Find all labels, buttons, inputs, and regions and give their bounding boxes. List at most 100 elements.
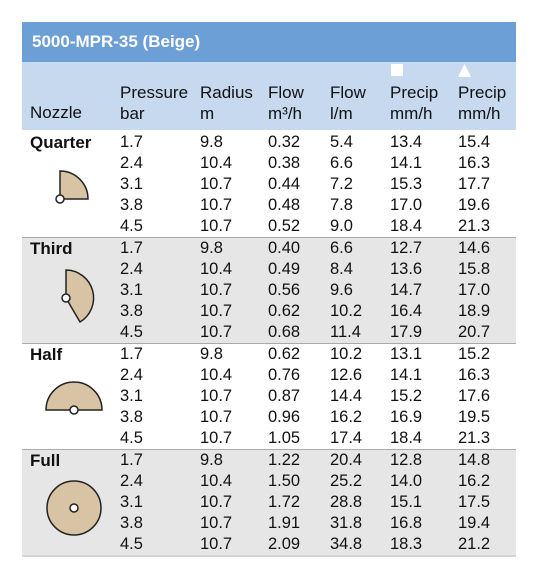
nozzle-name: Quarter xyxy=(30,133,92,152)
cell: 16.2 xyxy=(458,472,491,491)
cell: 16.3 xyxy=(458,154,491,173)
cell: 1.7 xyxy=(120,239,143,257)
cell: 10.2 xyxy=(330,345,363,363)
cell: 21.3 xyxy=(458,429,491,448)
cell: 13.6 xyxy=(390,260,423,279)
cell: 6.6 xyxy=(330,154,353,173)
cell: 10.7 xyxy=(200,493,233,512)
cell: 9.8 xyxy=(200,133,223,151)
cell: 4.5 xyxy=(120,429,143,448)
cell: 14.1 xyxy=(390,366,423,385)
cell: 7.2 xyxy=(330,175,353,194)
column-header: m³/h xyxy=(268,104,302,123)
cell: 18.9 xyxy=(458,302,491,321)
cell: 4.5 xyxy=(120,323,143,342)
cell: 3.8 xyxy=(120,302,143,321)
cell: 15.8 xyxy=(458,260,491,279)
cell: 19.5 xyxy=(458,408,491,427)
cell: 13.1 xyxy=(390,345,423,363)
cell: 1.7 xyxy=(120,451,143,469)
cell: 11.4 xyxy=(330,323,361,342)
cell: 10.7 xyxy=(200,408,233,427)
cell: 16.9 xyxy=(390,408,423,427)
cell: 10.4 xyxy=(200,260,233,279)
column-header: Flow xyxy=(330,83,366,102)
cell: 0.32 xyxy=(268,133,301,151)
cell: 16.4 xyxy=(390,302,423,321)
cell: 12.7 xyxy=(390,239,423,257)
cell: 10.2 xyxy=(330,302,363,321)
cell: 10.7 xyxy=(200,429,233,448)
cell: 1.22 xyxy=(268,451,301,469)
cell: 20.7 xyxy=(458,323,491,342)
nozzle-name: Full xyxy=(30,451,61,470)
cell: 12.8 xyxy=(390,451,423,469)
column-header: Precip xyxy=(390,83,439,102)
nozzle-name: Third xyxy=(30,239,73,258)
table-title: 5000-MPR-35 (Beige) xyxy=(32,32,201,51)
column-header: l/m xyxy=(330,104,353,123)
cell: 18.4 xyxy=(390,429,423,448)
cell: 10.7 xyxy=(200,217,233,236)
cell: 15.3 xyxy=(390,175,423,194)
cell: 4.5 xyxy=(120,217,143,236)
cell: 10.7 xyxy=(200,323,233,342)
cell: 3.1 xyxy=(120,281,143,300)
cell: 0.52 xyxy=(268,217,301,236)
column-header: m xyxy=(200,104,215,123)
header-background xyxy=(22,62,516,130)
cell: 16.2 xyxy=(330,408,363,427)
triangle-icon xyxy=(458,64,471,77)
cell: 1.7 xyxy=(120,345,143,363)
cell: 3.8 xyxy=(120,196,143,215)
cell: 16.8 xyxy=(390,514,423,533)
group-background xyxy=(22,237,516,343)
cell: 7.8 xyxy=(330,196,353,215)
cell: 14.1 xyxy=(390,154,423,173)
cell: 2.4 xyxy=(120,154,143,173)
cell: 1.72 xyxy=(268,493,301,512)
nozzle-name: Half xyxy=(30,345,63,364)
cell: 15.1 xyxy=(390,493,423,512)
group-background xyxy=(22,343,516,449)
cell: 15.2 xyxy=(458,345,491,363)
cell: 28.8 xyxy=(330,493,363,512)
cell: 3.1 xyxy=(120,175,143,194)
cell: 9.8 xyxy=(200,345,223,363)
cell: 3.1 xyxy=(120,493,143,512)
column-header: bar xyxy=(120,104,145,123)
cell: 3.8 xyxy=(120,408,143,427)
cell: 8.4 xyxy=(330,260,353,279)
cell: 2.4 xyxy=(120,260,143,279)
cell: 10.7 xyxy=(200,387,233,406)
cell: 1.50 xyxy=(268,472,301,491)
cell: 5.4 xyxy=(330,133,353,151)
cell: 21.2 xyxy=(458,535,491,554)
title-bar xyxy=(22,22,516,62)
cell: 12.6 xyxy=(330,366,363,385)
cell: 10.7 xyxy=(200,535,233,554)
cell: 17.6 xyxy=(458,387,491,406)
cell: 9.8 xyxy=(200,451,223,469)
cell: 17.0 xyxy=(390,196,423,215)
cell: 3.1 xyxy=(120,387,143,406)
cell: 16.3 xyxy=(458,366,491,385)
cell: 10.7 xyxy=(200,281,233,300)
cell: 0.38 xyxy=(268,154,301,173)
cell: 31.8 xyxy=(330,514,363,533)
cell: 1.91 xyxy=(268,514,301,533)
cell: 14.4 xyxy=(330,387,363,406)
cell: 14.0 xyxy=(390,472,423,491)
cell: 0.96 xyxy=(268,408,301,427)
cell: 2.4 xyxy=(120,472,143,491)
cell: 10.7 xyxy=(200,302,233,321)
cell: 17.0 xyxy=(458,281,491,300)
cell: 15.2 xyxy=(390,387,423,406)
cell: 19.4 xyxy=(458,514,491,533)
cell: 14.6 xyxy=(458,239,491,257)
cell: 18.3 xyxy=(390,535,423,554)
cell: 15.4 xyxy=(458,133,491,151)
group-background xyxy=(22,131,516,237)
cell: 14.8 xyxy=(458,451,491,469)
